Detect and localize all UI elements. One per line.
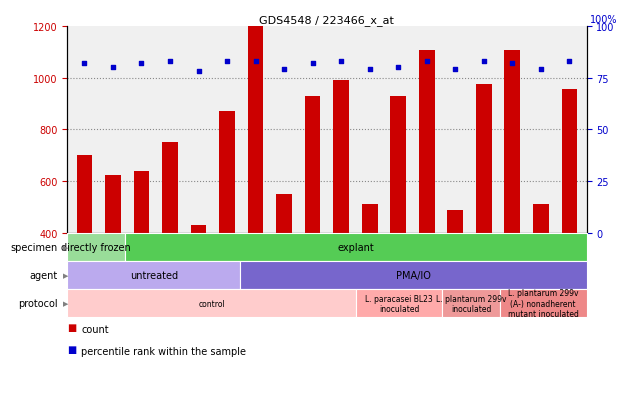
Bar [219, 112, 235, 233]
Text: agent: agent [29, 271, 58, 280]
Point [308, 61, 318, 67]
Bar [276, 195, 292, 233]
Point [422, 59, 432, 65]
Text: ■: ■ [67, 344, 76, 354]
Text: directly frozen: directly frozen [62, 242, 131, 252]
Text: ▶: ▶ [63, 244, 69, 250]
Point [222, 59, 232, 65]
Bar [390, 97, 406, 233]
Bar [476, 85, 492, 233]
Bar [447, 210, 463, 233]
Text: 100%: 100% [590, 15, 617, 25]
Point [393, 65, 403, 71]
Text: L. paracasei BL23
inoculated: L. paracasei BL23 inoculated [365, 294, 433, 313]
Point [165, 59, 175, 65]
Point [194, 69, 204, 76]
Bar [76, 156, 92, 233]
Point [279, 67, 289, 74]
Bar [419, 51, 435, 233]
Point [536, 67, 546, 74]
Point [450, 67, 460, 74]
Text: ▶: ▶ [63, 301, 69, 306]
Point [564, 59, 574, 65]
Bar [333, 81, 349, 233]
Bar [162, 143, 178, 233]
Bar [247, 27, 263, 233]
Bar [190, 225, 206, 233]
Text: count: count [81, 324, 109, 334]
Text: ■: ■ [67, 322, 76, 332]
Title: GDS4548 / 223466_x_at: GDS4548 / 223466_x_at [260, 15, 394, 26]
Bar [133, 171, 149, 233]
Text: untreated: untreated [129, 271, 178, 280]
Text: specimen: specimen [10, 242, 58, 252]
Point [137, 61, 147, 67]
Bar [105, 175, 121, 233]
Text: L. plantarum 299v
inoculated: L. plantarum 299v inoculated [436, 294, 506, 313]
Bar [362, 205, 378, 233]
Text: ▶: ▶ [63, 273, 69, 278]
Point [336, 59, 346, 65]
Point [251, 59, 261, 65]
Text: PMA/IO: PMA/IO [396, 271, 431, 280]
Point [79, 61, 90, 67]
Bar [504, 51, 520, 233]
Text: L. plantarum 299v
(A-) nonadherent
mutant inoculated: L. plantarum 299v (A-) nonadherent mutan… [508, 289, 579, 318]
Point [479, 59, 489, 65]
Text: control: control [198, 299, 225, 308]
Text: protocol: protocol [18, 299, 58, 309]
Point [365, 67, 375, 74]
Text: explant: explant [337, 242, 374, 252]
Text: percentile rank within the sample: percentile rank within the sample [81, 347, 246, 356]
Bar [305, 97, 320, 233]
Point [108, 65, 118, 71]
Bar [533, 205, 549, 233]
Bar [562, 90, 578, 233]
Point [507, 61, 517, 67]
